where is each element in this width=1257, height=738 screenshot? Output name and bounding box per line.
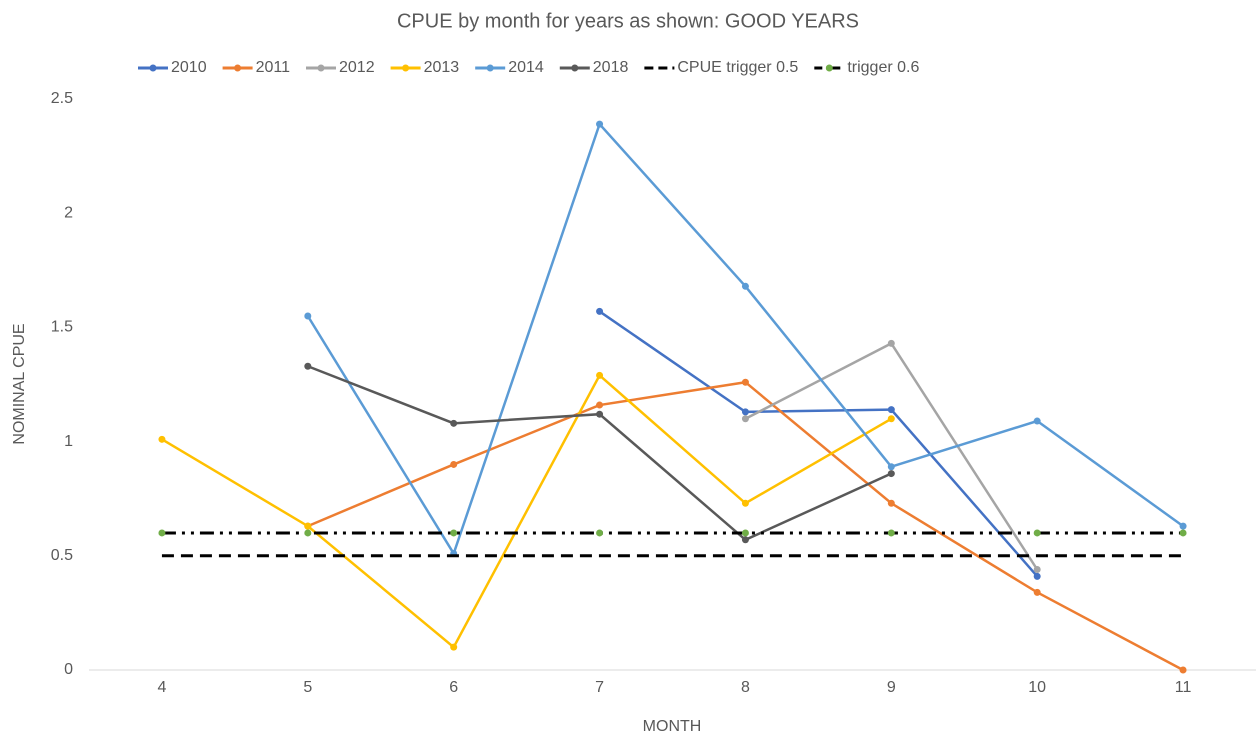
- y-tick-label: 1.5: [51, 319, 73, 336]
- data-point: [741, 282, 749, 290]
- data-point: [450, 529, 458, 537]
- legend-marker: [234, 64, 242, 72]
- legend-label: CPUE trigger 0.5: [677, 59, 798, 76]
- legend-label: trigger 0.6: [847, 59, 919, 76]
- legend-label: 2014: [508, 59, 544, 76]
- data-point: [887, 339, 895, 347]
- series-line: [306, 121, 1184, 557]
- x-tick-label: 5: [303, 679, 312, 696]
- data-point: [887, 463, 895, 471]
- data-point: [596, 371, 604, 379]
- data-point: [887, 415, 895, 423]
- y-axis-label: NOMINAL CPUE: [11, 323, 28, 444]
- data-point: [887, 499, 895, 507]
- data-point: [741, 499, 749, 507]
- data-point: [741, 408, 749, 416]
- chart-title: CPUE by month for years as shown: GOOD Y…: [397, 10, 859, 32]
- legend-marker: [402, 64, 410, 72]
- data-point: [1033, 529, 1041, 537]
- legend-label: 2012: [339, 59, 375, 76]
- data-point: [887, 529, 895, 537]
- data-point: [596, 401, 604, 409]
- y-tick-label: 2.5: [51, 90, 73, 107]
- data-point: [1033, 572, 1041, 580]
- legend-label: 2018: [593, 59, 629, 76]
- data-point: [741, 536, 749, 544]
- data-point: [1179, 522, 1187, 530]
- data-point: [304, 362, 312, 370]
- data-point: [741, 378, 749, 386]
- data-point: [304, 529, 312, 537]
- data-point: [1033, 417, 1041, 425]
- series-line: [161, 373, 892, 650]
- data-point: [1179, 666, 1187, 674]
- series-line: [307, 365, 892, 542]
- legend-marker: [149, 64, 157, 72]
- legend-marker: [571, 64, 579, 72]
- x-tick-label: 6: [449, 679, 458, 696]
- x-tick-label: 7: [595, 679, 604, 696]
- data-point: [158, 435, 166, 443]
- x-axis-label: MONTH: [643, 718, 702, 735]
- data-point: [596, 410, 604, 418]
- data-point: [596, 307, 604, 315]
- data-point: [596, 120, 604, 128]
- data-point: [304, 312, 312, 320]
- data-point: [887, 406, 895, 414]
- x-tick-label: 4: [157, 679, 166, 696]
- data-point: [596, 529, 604, 537]
- legend-label: 2011: [256, 59, 291, 76]
- legend-marker: [825, 64, 833, 72]
- data-point: [1179, 529, 1187, 537]
- x-tick-label: 9: [887, 679, 896, 696]
- legend-marker: [317, 64, 325, 72]
- series-line: [307, 380, 1184, 672]
- y-tick-label: 2: [64, 204, 73, 221]
- x-tick-label: 11: [1175, 679, 1192, 696]
- legend-marker: [486, 64, 494, 72]
- y-tick-label: 0: [64, 661, 73, 678]
- series-line: [598, 310, 1039, 578]
- data-point: [1033, 566, 1041, 574]
- x-tick-label: 8: [741, 679, 750, 696]
- data-point: [450, 460, 458, 468]
- data-point: [887, 470, 895, 478]
- legend-label: 2013: [424, 59, 460, 76]
- data-point: [450, 643, 458, 651]
- x-tick-label: 10: [1028, 679, 1046, 696]
- legend-label: 2010: [171, 59, 207, 76]
- y-tick-label: 0.5: [51, 547, 73, 564]
- data-point: [158, 529, 166, 537]
- y-tick-label: 1: [64, 433, 73, 450]
- data-point: [304, 522, 312, 530]
- data-point: [1033, 588, 1041, 596]
- data-point: [741, 415, 749, 423]
- data-point: [741, 529, 749, 537]
- data-point: [450, 419, 458, 427]
